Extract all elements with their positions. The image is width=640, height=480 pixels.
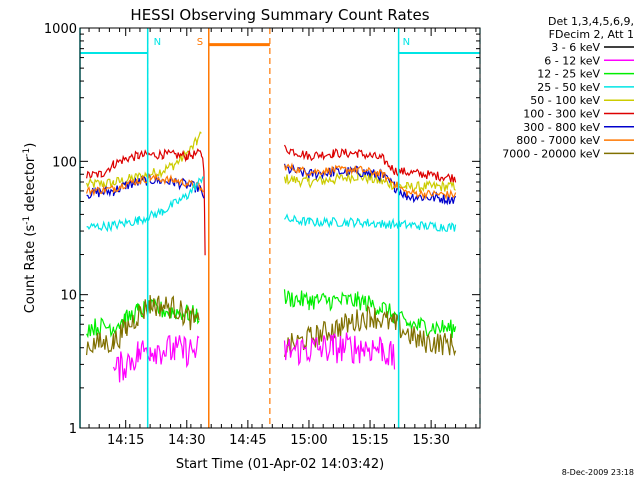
series-line-5 xyxy=(86,289,457,339)
x-axis-label: Start Time (01-Apr-02 14:03:42) xyxy=(176,457,384,472)
y-tick-label-2: 100 xyxy=(52,155,77,170)
x-tick-label-4: 15:15 xyxy=(351,433,388,448)
tick-layer: 14:15 14:30 14:45 15:00 15:15 15:30 1 10 100 1000 xyxy=(44,22,480,448)
marker-label-2: S xyxy=(197,37,203,48)
series-line-2 xyxy=(86,163,457,206)
x-tick-label-3: 15:00 xyxy=(290,433,327,448)
legend-label-6: 300 - 800 keV xyxy=(523,121,600,134)
marker-label-0: N xyxy=(154,37,161,48)
y-tick-label-1: 10 xyxy=(60,289,77,304)
marker-label-1: N xyxy=(403,37,410,48)
legend: Det 1,3,4,5,6,9, FDecim 2, Att 1 3 - 6 k… xyxy=(502,15,634,160)
y-tick-label-3: 1000 xyxy=(44,22,77,37)
legend-label-7: 800 - 7000 keV xyxy=(516,134,600,147)
legend-label-2: 12 - 25 keV xyxy=(537,68,600,81)
series-layer xyxy=(86,131,457,383)
plot-area: N N S 14:15 14:30 14:45 15:00 15:15 15:30 1 10 100… xyxy=(44,22,481,448)
x-tick-label-2: 14:45 xyxy=(229,433,266,448)
legend-label-5: 100 - 300 keV xyxy=(523,108,600,121)
legend-header-line2: FDecim 2, Att 1 xyxy=(549,28,634,41)
series-line-4 xyxy=(86,176,457,233)
series-line-7 xyxy=(112,332,396,383)
y-tick-label-0: 1 xyxy=(69,422,77,437)
chart-title: HESSI Observing Summary Count Rates xyxy=(130,6,429,24)
legend-header-line1: Det 1,3,4,5,6,9, xyxy=(548,15,634,28)
x-tick-label-1: 14:30 xyxy=(168,433,205,448)
series-line-3 xyxy=(86,162,457,201)
series-line-0 xyxy=(86,131,456,194)
x-tick-label-0: 14:15 xyxy=(107,433,144,448)
legend-label-8: 7000 - 20000 keV xyxy=(502,147,600,160)
series-line-6 xyxy=(86,295,457,357)
footer-timestamp: 8-Dec-2009 23:18 xyxy=(562,468,634,477)
y-axis-label: Count Rate (s-1 detector-1) xyxy=(22,143,38,314)
legend-label-0: 3 - 6 keV xyxy=(551,41,600,54)
legend-label-1: 6 - 12 keV xyxy=(544,54,600,67)
x-tick-label-5: 15:30 xyxy=(412,433,449,448)
series-line-1 xyxy=(86,144,457,256)
legend-label-3: 25 - 50 keV xyxy=(537,81,600,94)
plot-frame xyxy=(79,27,481,429)
legend-label-4: 50 - 100 keV xyxy=(530,94,600,107)
